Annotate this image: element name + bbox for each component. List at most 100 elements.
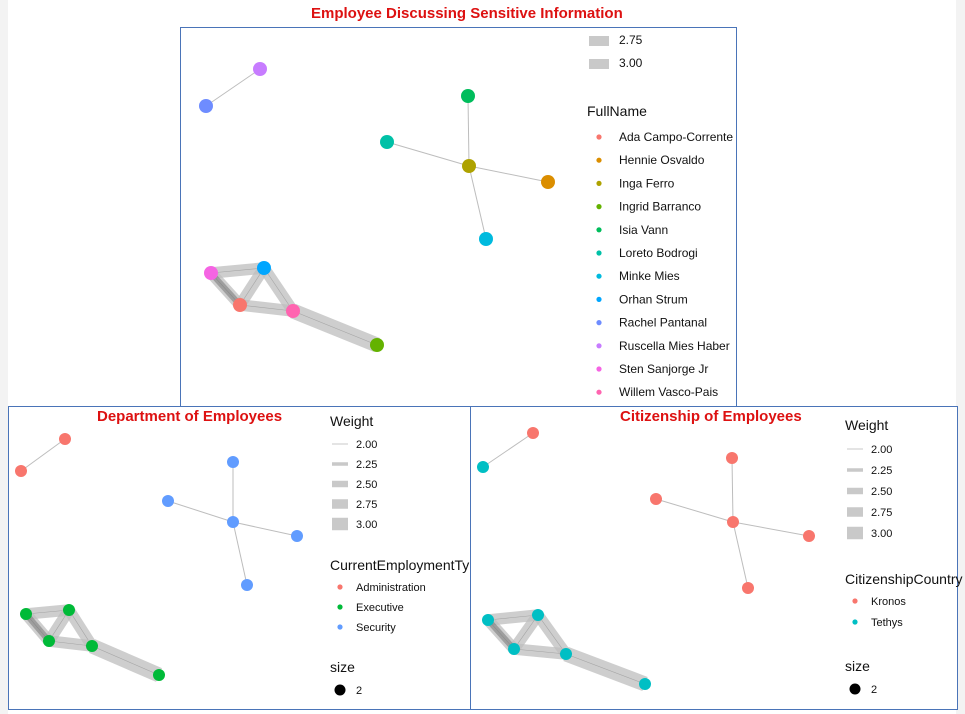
edge-center-line — [513, 648, 567, 655]
legend-key-dot — [596, 343, 602, 349]
legend-title-weight: Weight — [845, 417, 888, 433]
node-willem — [86, 640, 98, 652]
legend-item-label: Tethys — [871, 617, 903, 629]
node-inga — [462, 159, 476, 173]
legend-key-dot — [596, 296, 602, 302]
edges-citizenship — [482, 432, 810, 692]
legend-item-label: Loreto Bodrogi — [619, 246, 698, 260]
node-sten — [204, 266, 218, 280]
node-ada — [508, 643, 520, 655]
legend-item-label: Minke Mies — [619, 269, 680, 283]
chart-title-fullname: Employee Discussing Sensitive Informatio… — [311, 5, 623, 22]
edges-fullname — [205, 68, 549, 352]
node-loreto — [380, 135, 394, 149]
legend-key-dot — [596, 320, 602, 326]
node-rachel — [199, 99, 213, 113]
edge — [20, 438, 66, 472]
edge-center-line — [48, 640, 93, 647]
edge-center-line — [239, 267, 265, 306]
node-willem — [286, 304, 300, 318]
legend-item-label: Sten Sanjorge Jr — [619, 362, 708, 376]
weight-key-swatch — [847, 507, 863, 517]
edge — [205, 68, 261, 107]
node-rachel — [15, 465, 27, 477]
node-minke — [742, 582, 754, 594]
legend-item-label: Willem Vasco-Pais — [619, 385, 718, 399]
legend-item-label: Administration — [356, 582, 426, 594]
node-orhan — [257, 261, 271, 275]
legend-key-dot — [337, 624, 343, 630]
node-ada — [233, 298, 247, 312]
legend-citizenship: Weight 2.00 2.25 2.50 2.75 3.00 CitizenshipCou… — [845, 417, 963, 696]
edge — [482, 432, 534, 468]
node-ingrid — [153, 669, 165, 681]
legend-fullname: 2.75 3.00 FullName Ada Campo-Corrente Hennie… — [587, 33, 733, 399]
edge-center-line — [91, 645, 160, 676]
weight-key-swatch — [847, 526, 863, 540]
weight-key-label: 2.75 — [619, 33, 643, 47]
weight-key-label: 2.50 — [356, 479, 377, 491]
node-sten — [482, 614, 494, 626]
edge-overlap — [208, 270, 243, 308]
legend-key-dot — [596, 134, 602, 140]
weight-key-label: 2.50 — [871, 486, 892, 498]
node-isia — [461, 89, 475, 103]
legend-item-label: Hennie Osvaldo — [619, 153, 705, 167]
edge — [386, 141, 470, 167]
size-key-dot — [849, 683, 861, 695]
edge-center-line — [513, 614, 539, 650]
edge-center-line — [263, 267, 294, 312]
edge-center-line — [210, 267, 265, 274]
network-department-svg: Weight 2.00 2.25 2.50 2.75 3.00 CurrentEmploym… — [15, 413, 485, 697]
weight-key-swatch — [847, 468, 863, 472]
weight-key-label: 3.00 — [619, 56, 643, 70]
node-ruscella — [59, 433, 71, 445]
panel-citizenship: Citizenship of Employees Weight 2.00 2.25 2… — [470, 406, 963, 710]
weight-key-swatch — [589, 59, 609, 69]
legend-item-label: Rachel Pantanal — [619, 316, 707, 330]
edge — [167, 500, 234, 523]
legend-item-label: Ruscella Mies Haber — [619, 339, 730, 353]
node-loreto — [162, 495, 174, 507]
node-ingrid — [639, 678, 651, 690]
panel-department: Department of Employees Weight 2.00 2.25 2.… — [8, 406, 485, 710]
network-citizenship-svg: Weight 2.00 2.25 2.50 2.75 3.00 CitizenshipCou… — [477, 417, 963, 696]
weight-key-swatch — [332, 443, 348, 445]
edge — [232, 521, 298, 537]
edge — [732, 521, 749, 589]
legend-item-label: Inga Ferro — [619, 176, 675, 190]
node-ruscella — [253, 62, 267, 76]
legend-key-dot — [852, 598, 858, 604]
legend-item-label: Ingrid Barranco — [619, 200, 701, 214]
edge — [655, 498, 734, 523]
node-rachel — [477, 461, 489, 473]
legend-item-label: Ada Campo-Corrente — [619, 130, 733, 144]
node-orhan — [63, 604, 75, 616]
edge — [468, 165, 549, 183]
edge — [232, 521, 248, 586]
legend-item-label: Security — [356, 622, 396, 634]
weight-key-label: 2.75 — [871, 507, 892, 519]
edge — [731, 457, 734, 523]
weight-key-label: 3.00 — [356, 519, 377, 531]
nodes-fullname — [199, 62, 555, 352]
nodes-citizenship — [477, 427, 815, 690]
size-key-label: 2 — [356, 685, 362, 697]
weight-key-swatch — [332, 499, 348, 509]
edge-overlap — [485, 617, 517, 652]
size-key-label: 2 — [871, 684, 877, 696]
edge — [468, 165, 487, 240]
edges-department — [20, 438, 298, 682]
weight-key-label: 2.75 — [356, 499, 377, 511]
node-inga — [727, 516, 739, 528]
node-orhan — [532, 609, 544, 621]
legend-key-dot — [596, 250, 602, 256]
legend-title-color: CitizenshipCountry — [845, 571, 963, 587]
legend-title-color: CurrentEmploymentType — [330, 557, 485, 573]
node-ada — [43, 635, 55, 647]
legend-key-dot — [337, 584, 343, 590]
node-hennie — [803, 530, 815, 542]
node-sten — [20, 608, 32, 620]
legend-key-dot — [337, 604, 343, 610]
weight-key-label: 2.25 — [356, 459, 377, 471]
